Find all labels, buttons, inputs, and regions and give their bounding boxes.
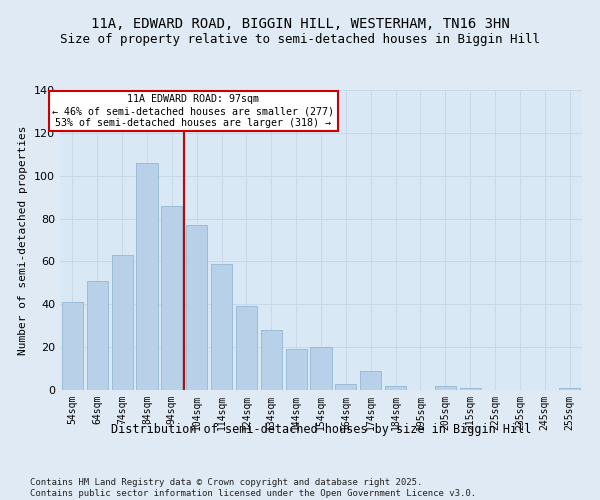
- Text: Size of property relative to semi-detached houses in Biggin Hill: Size of property relative to semi-detach…: [60, 32, 540, 46]
- Text: Distribution of semi-detached houses by size in Biggin Hill: Distribution of semi-detached houses by …: [111, 422, 531, 436]
- Bar: [261, 330, 282, 390]
- Bar: [559, 388, 580, 390]
- Bar: [211, 264, 232, 390]
- Bar: [435, 386, 456, 390]
- Text: 11A EDWARD ROAD: 97sqm
← 46% of semi-detached houses are smaller (277)
53% of se: 11A EDWARD ROAD: 97sqm ← 46% of semi-det…: [52, 94, 334, 128]
- Bar: [62, 302, 83, 390]
- Text: 11A, EDWARD ROAD, BIGGIN HILL, WESTERHAM, TN16 3HN: 11A, EDWARD ROAD, BIGGIN HILL, WESTERHAM…: [91, 18, 509, 32]
- Bar: [460, 388, 481, 390]
- Text: Contains HM Land Registry data © Crown copyright and database right 2025.
Contai: Contains HM Land Registry data © Crown c…: [30, 478, 476, 498]
- Y-axis label: Number of semi-detached properties: Number of semi-detached properties: [19, 125, 28, 355]
- Bar: [136, 163, 158, 390]
- Bar: [186, 225, 207, 390]
- Bar: [236, 306, 257, 390]
- Bar: [87, 280, 108, 390]
- Bar: [385, 386, 406, 390]
- Bar: [112, 255, 133, 390]
- Bar: [335, 384, 356, 390]
- Bar: [286, 350, 307, 390]
- Bar: [161, 206, 182, 390]
- Bar: [360, 370, 381, 390]
- Bar: [310, 347, 332, 390]
